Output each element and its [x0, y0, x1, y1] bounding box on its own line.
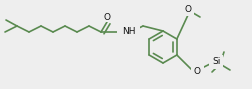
Text: NH: NH [121, 27, 135, 36]
Text: O: O [193, 66, 200, 75]
Text: O: O [103, 12, 110, 22]
Text: O: O [184, 5, 191, 14]
Text: Si: Si [211, 57, 219, 66]
